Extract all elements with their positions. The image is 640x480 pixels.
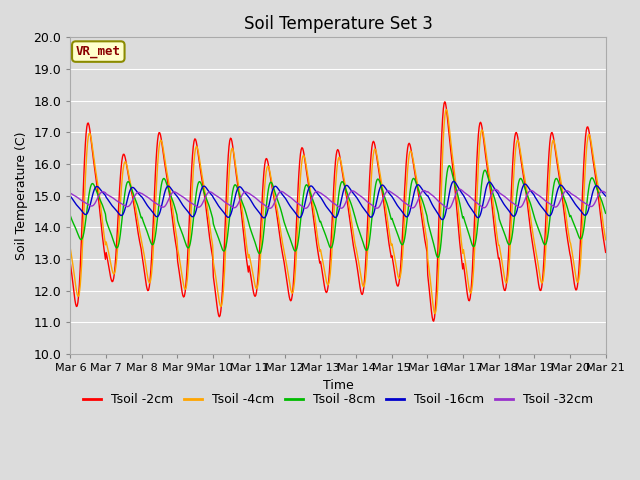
Line: Tsoil -16cm: Tsoil -16cm xyxy=(70,181,605,220)
Text: VR_met: VR_met xyxy=(76,45,121,58)
Tsoil -2cm xyxy=(76,267,84,273)
Tsoil -2cm xyxy=(67,261,74,267)
Tsoil -8cm xyxy=(67,213,74,219)
Tsoil -32cm xyxy=(602,190,609,196)
Tsoil -32cm xyxy=(67,190,74,196)
Y-axis label: Soil Temperature (C): Soil Temperature (C) xyxy=(15,132,28,260)
Tsoil -4cm xyxy=(442,107,450,112)
Tsoil -32cm xyxy=(76,197,84,203)
Tsoil -4cm xyxy=(214,289,221,295)
Line: Tsoil -2cm: Tsoil -2cm xyxy=(70,102,605,321)
Tsoil -8cm xyxy=(445,163,453,168)
Tsoil -4cm xyxy=(67,246,74,252)
Tsoil -2cm xyxy=(131,211,139,216)
Tsoil -4cm xyxy=(76,284,84,289)
Tsoil -32cm xyxy=(214,194,221,200)
Tsoil -16cm xyxy=(214,202,221,208)
Tsoil -4cm xyxy=(602,237,609,242)
Tsoil -8cm xyxy=(186,243,193,249)
Tsoil -8cm xyxy=(403,218,411,224)
Tsoil -8cm xyxy=(435,254,442,260)
Tsoil -16cm xyxy=(67,193,74,199)
Tsoil -32cm xyxy=(419,188,426,194)
Tsoil -32cm xyxy=(131,192,139,198)
Tsoil -16cm xyxy=(403,214,411,220)
X-axis label: Time: Time xyxy=(323,379,353,392)
Tsoil -8cm xyxy=(76,236,84,242)
Tsoil -32cm xyxy=(403,201,411,207)
Tsoil -2cm xyxy=(186,211,193,216)
Line: Tsoil -32cm: Tsoil -32cm xyxy=(70,189,605,209)
Title: Soil Temperature Set 3: Soil Temperature Set 3 xyxy=(244,15,433,33)
Tsoil -4cm xyxy=(186,242,193,248)
Tsoil -8cm xyxy=(602,210,609,216)
Tsoil -16cm xyxy=(602,193,609,199)
Tsoil -16cm xyxy=(131,187,139,192)
Tsoil -32cm xyxy=(456,186,463,192)
Tsoil -4cm xyxy=(419,210,426,216)
Tsoil -2cm xyxy=(403,152,411,157)
Tsoil -16cm xyxy=(419,187,426,192)
Tsoil -2cm xyxy=(430,318,438,324)
Tsoil -16cm xyxy=(450,179,458,184)
Tsoil -2cm xyxy=(419,221,426,227)
Tsoil -32cm xyxy=(445,206,452,212)
Tsoil -8cm xyxy=(214,233,221,239)
Tsoil -16cm xyxy=(76,206,84,212)
Tsoil -8cm xyxy=(419,198,426,204)
Tsoil -32cm xyxy=(186,199,193,205)
Tsoil -2cm xyxy=(602,250,609,255)
Tsoil -8cm xyxy=(131,196,139,202)
Tsoil -16cm xyxy=(439,217,447,223)
Tsoil -4cm xyxy=(403,177,411,183)
Tsoil -4cm xyxy=(131,203,139,208)
Line: Tsoil -8cm: Tsoil -8cm xyxy=(70,166,605,257)
Tsoil -16cm xyxy=(186,211,193,217)
Line: Tsoil -4cm: Tsoil -4cm xyxy=(70,109,605,313)
Legend: Tsoil -2cm, Tsoil -4cm, Tsoil -8cm, Tsoil -16cm, Tsoil -32cm: Tsoil -2cm, Tsoil -4cm, Tsoil -8cm, Tsoi… xyxy=(77,388,598,411)
Tsoil -2cm xyxy=(441,99,449,105)
Tsoil -2cm xyxy=(214,309,221,314)
Tsoil -4cm xyxy=(431,311,439,316)
